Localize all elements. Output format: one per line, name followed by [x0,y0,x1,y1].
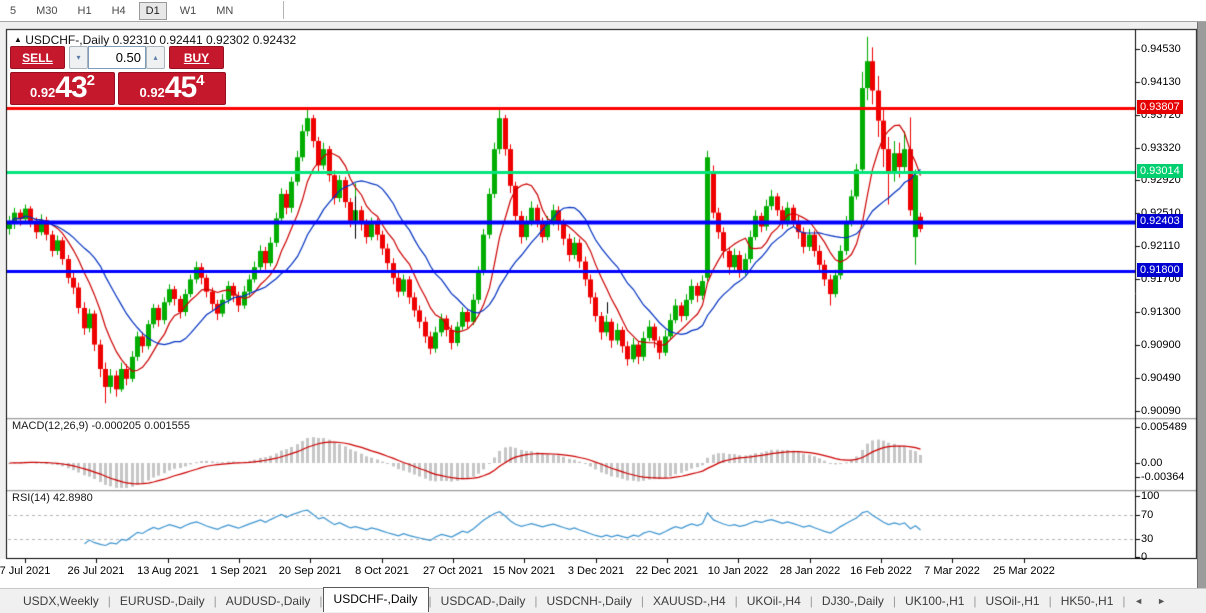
date-axis-label: 22 Dec 2021 [635,565,699,577]
rsi-axis-label: 100 [1141,490,1160,502]
tab-separator: | [640,593,644,608]
symbol-tab-uk100-h1[interactable]: UK100-,H1 [905,593,965,608]
date-axis-label: 13 Aug 2021 [137,565,199,577]
price-axis-label: 0.94530 [1141,43,1181,55]
date-axis-label: 7 Mar 2022 [924,565,980,577]
timeframe-button-H1[interactable]: H1 [77,5,92,17]
tab-separator: | [1048,593,1052,608]
date-axis-label: 28 Jan 2022 [779,565,841,577]
symbol-tab-usdx-weekly[interactable]: USDX,Weekly [23,593,99,608]
date-axis-label: 20 Sep 2021 [278,565,342,577]
buy-price-big: 45 [164,71,197,104]
sell-price-prefix: 0.92 [29,85,56,100]
symbol-tab-xauusd-h4[interactable]: XAUUSD-,H4 [652,593,726,608]
buy-price-pip: 4 [196,72,205,89]
tab-separator: | [319,593,323,608]
window-edge-strip [1197,0,1206,588]
timeframe-button-W1[interactable]: W1 [179,5,197,17]
timeframe-button-H4[interactable]: H4 [111,5,126,17]
date-axis-label: 10 Jan 2022 [707,565,769,577]
date-axis-label: 16 Feb 2022 [850,565,912,577]
tab-separator: | [973,593,977,608]
symbol-tab-usoil-h1[interactable]: USOil-,H1 [985,593,1040,608]
chart-title: ▲ USDCHF-,Daily 0.92310 0.92441 0.92302 … [14,33,296,47]
window-collapse-icon[interactable]: ▲ [14,35,22,44]
date-axis-label: 1 Sep 2021 [210,565,268,577]
sell-button[interactable]: SELL [10,46,65,69]
symbol-tab-eurusd-daily[interactable]: EURUSD-,Daily [119,593,205,608]
tab-separator: | [1122,593,1126,608]
rsi-axis-label: 30 [1141,533,1154,545]
symbol-tab-usdchf-daily[interactable]: USDCHF-,Daily [322,586,429,612]
macd-axis-label: 0.005489 [1141,421,1187,433]
symbol-tab-bar: USDX,Weekly | EURUSD-,Daily | AUDUSD-,Daily |… [0,586,1206,612]
date-axis-label: 15 Nov 2021 [492,565,556,577]
tab-separator: | [213,593,217,608]
buy-price-box[interactable]: 0.92 45 4 [118,72,226,105]
volume-input[interactable] [88,46,146,69]
chart-ohlc-values: 0.92310 0.92441 0.92302 0.92432 [112,33,297,47]
chart-symbol-label: USDCHF-,Daily [25,33,110,47]
symbol-tab-usdcnh-daily[interactable]: USDCNH-,Daily [546,593,632,608]
symbol-tab-hk50-h1[interactable]: HK50-,H1 [1060,593,1114,608]
symbol-tab-dj30-daily[interactable]: DJ30-,Daily [821,593,884,608]
price-line-badge: 0.93807 [1137,100,1183,114]
tab-separator: | [809,593,813,608]
date-axis-label: 3 Dec 2021 [567,565,625,577]
tab-separator: | [734,593,738,608]
sell-button-label: SELL [22,50,53,65]
price-line-badge: 0.92403 [1137,214,1183,228]
symbol-tab-usdcad-daily[interactable]: USDCAD-,Daily [440,593,526,608]
buy-button[interactable]: BUY [169,46,224,69]
rsi-axis-label: 0 [1141,551,1148,563]
timeframe-button-M30[interactable]: M30 [36,5,58,17]
sell-price-pip: 2 [86,72,96,89]
timeframe-button-MN[interactable]: MN [216,5,234,17]
price-axis-label: 0.90490 [1141,372,1181,384]
timeframe-button-5[interactable]: 5 [10,5,17,17]
buy-price-prefix: 0.92 [139,85,165,100]
rsi-label: RSI(14) 42.8980 [12,492,93,504]
price-line-badge: 0.91800 [1137,263,1183,277]
macd-axis-label: 0.00 [1141,457,1163,469]
price-axis-label: 0.90090 [1141,405,1181,417]
date-axis-label: 8 Oct 2021 [355,565,409,577]
volume-decrease-button[interactable]: ▾ [69,46,88,69]
date-axis-label: 7 Jul 2021 [0,565,51,577]
buy-button-label: BUY [183,50,210,65]
price-axis-label: 0.91300 [1141,306,1181,318]
price-axis-label: 0.92110 [1141,240,1180,252]
symbol-tab-audusd-daily[interactable]: AUDUSD-,Daily [225,593,311,608]
date-axis-label: 26 Jul 2021 [67,565,125,577]
sell-price-big: 43 [55,71,87,104]
timeframe-toolbar: 5 M30 H1 H4 D1 W1 MN [0,0,1206,22]
sell-price-box[interactable]: 0.92 43 2 [10,72,115,105]
volume-increase-button[interactable]: ▴ [146,46,165,69]
price-line-badge: 0.93014 [1137,164,1183,178]
rsi-axis-label: 70 [1141,509,1154,521]
tab-separator: | [107,593,111,608]
macd-label: MACD(12,26,9) -0.000205 0.001555 [12,420,190,432]
toolbar-separator [283,0,285,19]
tab-scroll-arrows[interactable]: ◄► [1134,595,1180,606]
tab-separator: | [534,593,538,608]
price-axis-label: 0.90900 [1141,339,1181,351]
price-axis-label: 0.94130 [1141,76,1181,88]
price-axis-label: 0.93320 [1141,142,1181,154]
tab-separator: | [428,593,432,608]
symbol-tab-ukoil-h4[interactable]: UKOil-,H4 [746,593,801,608]
date-axis-label: 25 Mar 2022 [993,565,1055,577]
timeframe-button-D1[interactable]: D1 [138,2,167,20]
date-axis-label: 27 Oct 2021 [423,565,483,577]
macd-axis-label: -0.00364 [1141,471,1185,483]
tab-separator: | [892,593,897,608]
